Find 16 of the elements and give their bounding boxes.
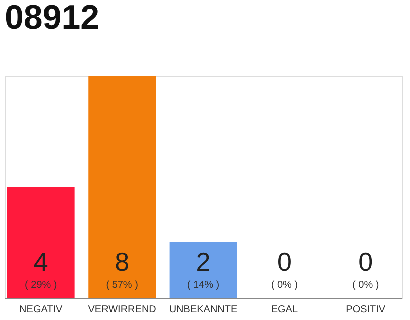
data-label: 8 (115, 247, 130, 277)
annotation: ( 57% ) (106, 280, 138, 291)
chart-title: 08912 (5, 0, 100, 37)
data-label: 2 (196, 247, 211, 277)
annotation: ( 0% ) (352, 280, 380, 291)
data-label: 4 (34, 247, 48, 277)
x-tick-label: VERWIRREND (88, 304, 156, 316)
x-tick-label: POSITIV (346, 304, 386, 316)
annotation: ( 14% ) (187, 280, 220, 291)
annotation: ( 0% ) (271, 280, 298, 291)
x-tick-label: UNBEKANNTE (169, 304, 238, 316)
x-tick-label: NEGATIV (20, 304, 64, 316)
x-tick-label: EGAL (271, 304, 298, 316)
data-label: 0 (358, 247, 374, 277)
annotation: ( 29% ) (25, 280, 58, 291)
data-label: 0 (277, 247, 292, 277)
